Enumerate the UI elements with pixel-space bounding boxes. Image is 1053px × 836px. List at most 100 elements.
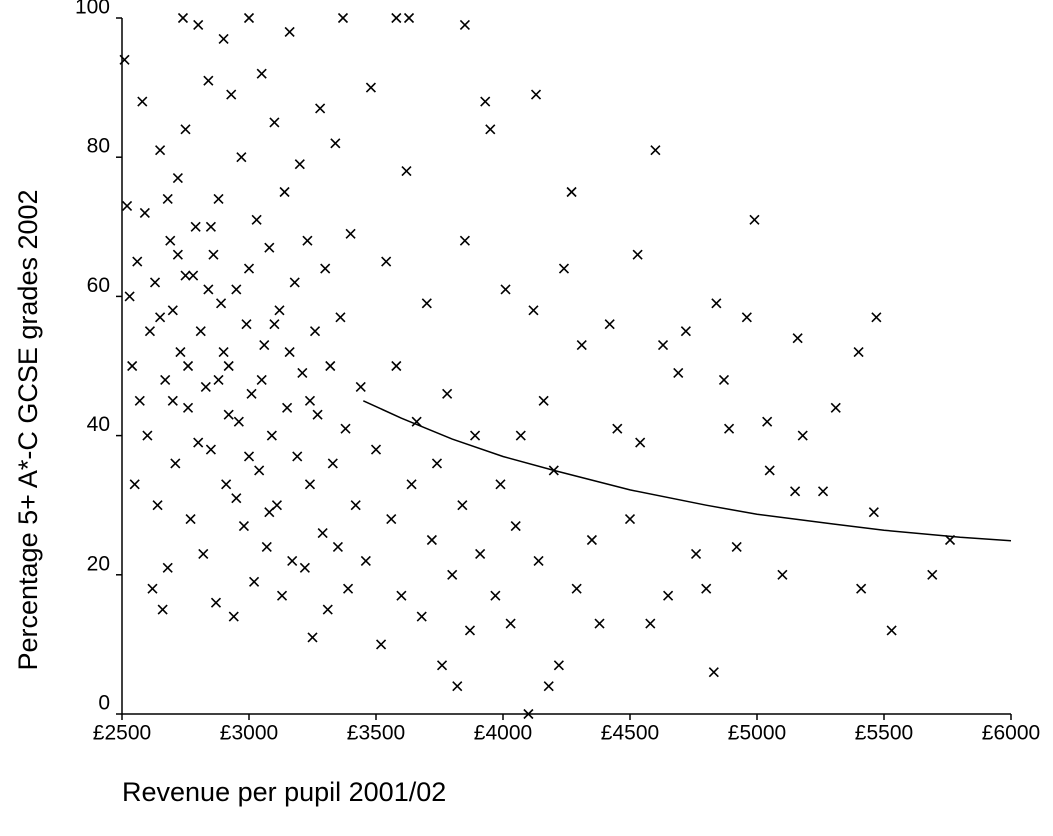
- point: [195, 326, 206, 337]
- point-stroke: [624, 514, 636, 525]
- point-stroke: [269, 319, 280, 330]
- point-stroke: [297, 367, 308, 379]
- point: [231, 493, 242, 504]
- point: [370, 444, 382, 455]
- point: [157, 604, 168, 615]
- point: [198, 548, 209, 559]
- x-tick-label: £4000: [474, 722, 532, 745]
- point: [256, 374, 267, 385]
- point-stroke: [431, 458, 443, 469]
- point: [452, 681, 463, 692]
- point: [416, 611, 427, 622]
- point: [233, 416, 244, 427]
- point: [279, 186, 290, 198]
- point-stroke: [142, 430, 153, 441]
- point: [553, 660, 564, 671]
- point: [152, 500, 163, 511]
- point: [886, 625, 897, 636]
- point: [442, 388, 453, 399]
- point-stroke: [312, 409, 323, 420]
- point: [304, 479, 316, 490]
- point-stroke: [663, 590, 674, 601]
- point: [632, 249, 643, 260]
- point-stroke: [226, 89, 237, 100]
- point: [134, 395, 145, 406]
- x-tick-label: £2500: [93, 722, 151, 745]
- point-stroke: [386, 514, 397, 525]
- point: [723, 423, 735, 434]
- point: [741, 312, 752, 323]
- point: [137, 96, 148, 107]
- point: [302, 235, 313, 246]
- point-stroke: [167, 395, 178, 406]
- point-stroke: [553, 660, 564, 671]
- point: [129, 479, 140, 490]
- point: [167, 305, 178, 316]
- point: [604, 319, 615, 330]
- point: [289, 277, 300, 288]
- point: [332, 541, 343, 553]
- point-stroke: [246, 388, 257, 399]
- point: [345, 228, 356, 239]
- point: [162, 193, 173, 205]
- point: [185, 514, 196, 525]
- point-stroke: [190, 221, 201, 232]
- point-stroke: [289, 277, 300, 288]
- point: [218, 33, 229, 44]
- point-stroke: [259, 340, 270, 351]
- point-stroke: [170, 458, 181, 469]
- point-stroke: [231, 493, 242, 504]
- point: [426, 534, 437, 546]
- point-stroke: [510, 521, 521, 532]
- point: [403, 12, 415, 24]
- point-stroke: [327, 458, 338, 469]
- point: [223, 360, 234, 372]
- point: [558, 263, 570, 274]
- point: [391, 12, 402, 24]
- point: [139, 207, 150, 218]
- point-stroke: [231, 284, 242, 295]
- y-tick-label: 80: [87, 135, 110, 158]
- point: [200, 381, 211, 392]
- point-stroke: [320, 263, 331, 274]
- point-stroke: [182, 360, 194, 372]
- point: [304, 395, 316, 406]
- point: [167, 395, 178, 406]
- point: [335, 312, 346, 323]
- point-stroke: [515, 430, 526, 441]
- point: [320, 263, 331, 274]
- point-stroke: [475, 548, 486, 559]
- point-stroke: [129, 479, 140, 490]
- point: [203, 284, 214, 295]
- point: [254, 465, 265, 476]
- point-stroke: [155, 145, 166, 156]
- point: [708, 667, 719, 678]
- point: [528, 305, 539, 316]
- point-stroke: [764, 465, 775, 476]
- point-stroke: [340, 423, 351, 434]
- point-stroke: [871, 312, 882, 323]
- point: [297, 367, 308, 379]
- point-stroke: [576, 340, 587, 351]
- point: [868, 507, 879, 518]
- point-stroke: [238, 521, 249, 532]
- point-stroke: [830, 402, 841, 413]
- point-stroke: [284, 347, 295, 358]
- point-stroke: [792, 333, 803, 344]
- point-stroke: [723, 423, 735, 434]
- point-stroke: [205, 221, 216, 232]
- point-stroke: [162, 562, 173, 573]
- point-stroke: [302, 235, 313, 246]
- x-tick-label: £5000: [728, 722, 786, 745]
- point-stroke: [927, 569, 938, 580]
- point-stroke: [124, 291, 135, 302]
- point-stroke: [127, 360, 138, 372]
- point-stroke: [485, 124, 496, 135]
- point: [530, 89, 542, 100]
- point-stroke: [528, 305, 539, 316]
- point: [180, 124, 191, 135]
- point-stroke: [210, 597, 222, 608]
- point-stroke: [208, 249, 219, 260]
- point: [122, 200, 133, 211]
